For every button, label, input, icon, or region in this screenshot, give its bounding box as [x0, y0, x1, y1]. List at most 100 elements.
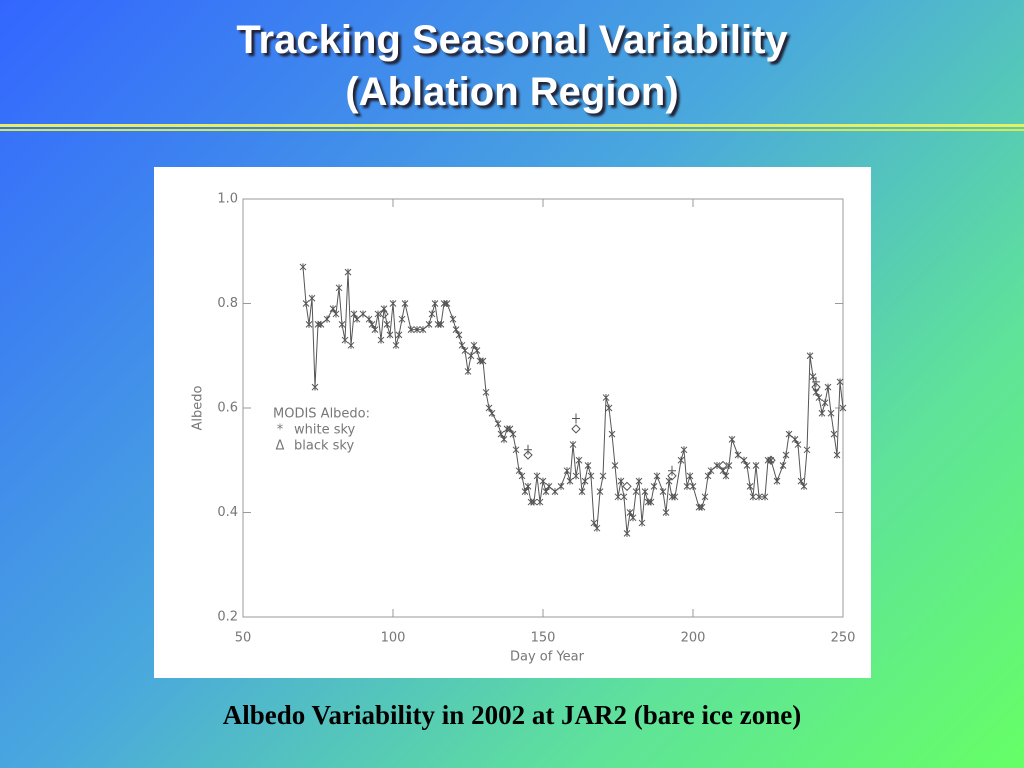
data-point: [602, 394, 610, 402]
title-line: (Ablation Region): [345, 70, 679, 114]
data-point: [461, 347, 469, 355]
data-point: [707, 467, 715, 475]
data-point: [578, 488, 586, 496]
slide-title: Tracking Seasonal Variability (Ablation …: [0, 14, 1024, 118]
rule: [0, 129, 1024, 131]
data-point: [413, 326, 421, 334]
data-point: [584, 461, 592, 469]
data-point: [809, 373, 817, 381]
data-point: [608, 430, 616, 438]
data-point: [563, 467, 571, 475]
title-line: Tracking Seasonal Variability: [236, 18, 788, 62]
data-point: [677, 456, 685, 464]
x-tick-label: 150: [531, 631, 556, 646]
data-point: [524, 482, 532, 490]
data-point: [518, 472, 526, 480]
y-tick-label: 0.4: [217, 505, 238, 520]
x-tick-label: 200: [681, 631, 706, 646]
data-point: [830, 430, 838, 438]
data-point: [395, 331, 403, 339]
data-point: [650, 482, 658, 490]
data-point: [647, 498, 655, 506]
data-point: [821, 399, 829, 407]
data-point: [488, 409, 496, 417]
y-tick-label: 0.6: [217, 401, 238, 416]
data-point: [800, 482, 808, 490]
data-point: [407, 326, 415, 334]
data-point: [523, 450, 533, 460]
data-point: [755, 493, 763, 501]
data-point: [494, 420, 502, 428]
data-point: [689, 482, 697, 490]
legend-symbol: *: [277, 423, 284, 438]
data-point: [659, 488, 667, 496]
data-point: [512, 446, 520, 454]
data-point: [827, 409, 835, 417]
data-point: [401, 300, 409, 307]
data-point: [833, 451, 841, 459]
data-point: [815, 394, 823, 402]
data-point: [818, 409, 826, 417]
data-point: [725, 461, 733, 469]
data-point: [766, 455, 776, 465]
data-point: [581, 477, 589, 485]
rule: [0, 124, 1024, 127]
data-point: [317, 320, 325, 328]
data-point: [482, 388, 490, 396]
data-point: [539, 477, 547, 485]
data-point: [338, 320, 346, 328]
data-point: [359, 310, 367, 318]
data-point: [773, 477, 781, 485]
data-point: [569, 441, 577, 449]
data-point: [698, 503, 706, 511]
data-point: [653, 472, 661, 480]
data-point: [386, 331, 394, 339]
data-point: [718, 460, 728, 471]
data-point: [379, 309, 389, 319]
data-point: [743, 461, 751, 469]
data-point: [686, 472, 694, 480]
data-point: [353, 315, 361, 323]
data-point: [671, 493, 679, 501]
data-point: [533, 472, 541, 480]
data-point: [622, 481, 632, 492]
chart: Day of Year Albedo MODIS Albedo: 50 100 15…: [154, 167, 871, 678]
data-point: [431, 300, 439, 307]
data-point: [575, 456, 583, 464]
data-point: [746, 482, 754, 490]
legend-symbol: Δ: [276, 439, 285, 454]
x-tick-label: 250: [831, 631, 856, 646]
data-point: [668, 465, 676, 476]
data-point: [347, 341, 355, 349]
data-point: [811, 382, 821, 392]
data-point: [299, 263, 307, 271]
data-point: [308, 294, 316, 302]
data-point: [305, 320, 313, 328]
data-point: [311, 383, 319, 391]
data-point: [617, 477, 625, 485]
x-tick-label: 50: [235, 631, 252, 646]
data-point: [620, 493, 628, 501]
y-axis-label: Albedo: [191, 385, 206, 430]
data-point: [794, 441, 802, 449]
data-point: [545, 482, 553, 490]
data-point: [785, 430, 793, 438]
data-point: [377, 336, 385, 344]
data-point: [611, 461, 619, 469]
data-point: [599, 472, 607, 480]
data-point: [667, 471, 677, 481]
data-point: [374, 310, 382, 318]
data-point: [571, 424, 581, 434]
data-point: [593, 524, 601, 532]
data-point: [557, 482, 565, 490]
data-point: [500, 435, 508, 443]
data-point: [782, 451, 790, 459]
data-point: [464, 367, 472, 375]
data-point: [551, 488, 559, 496]
data-point: [713, 461, 721, 469]
data-point: [836, 378, 844, 386]
data-point: [572, 472, 580, 480]
data-point: [509, 430, 517, 438]
data-point: [605, 404, 613, 412]
